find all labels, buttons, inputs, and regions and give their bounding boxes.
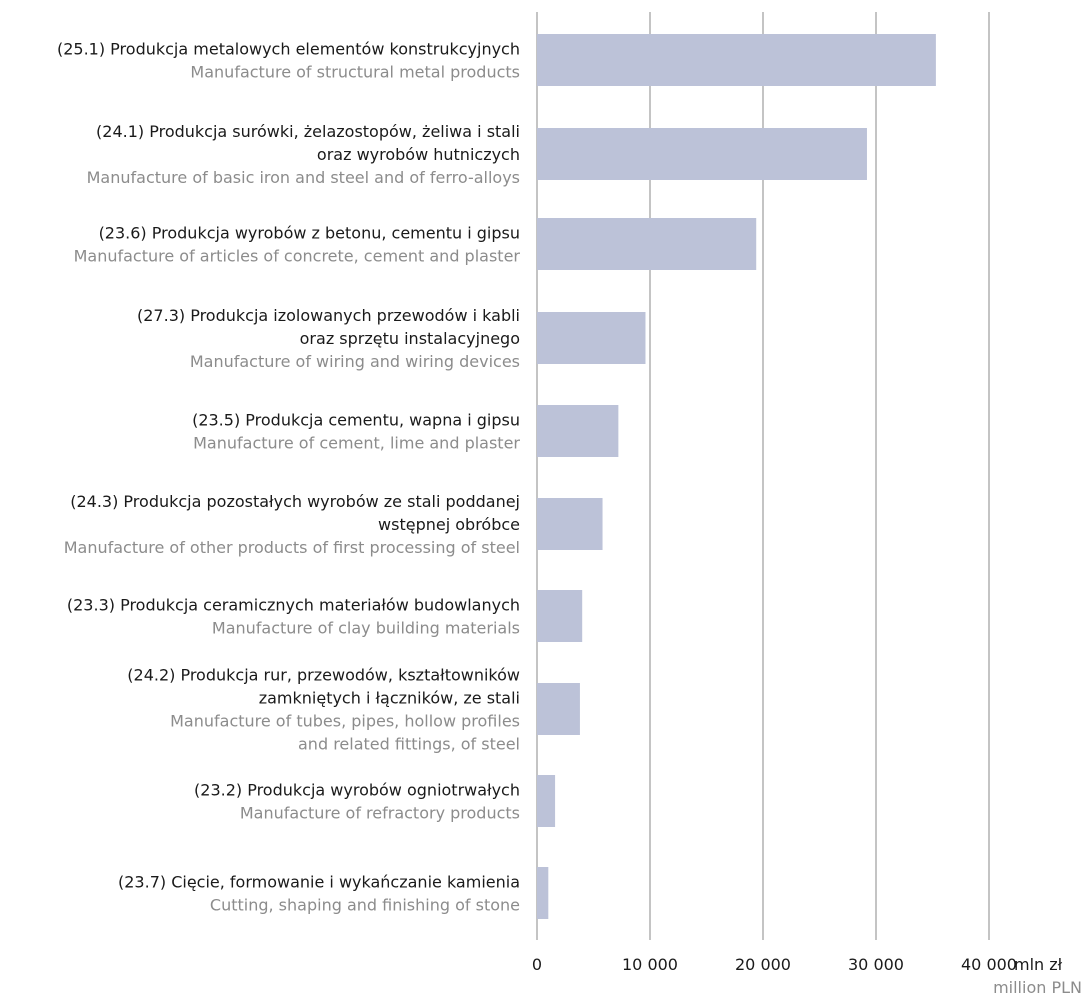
bar	[537, 34, 936, 86]
bars	[537, 34, 936, 919]
category-label-pl: (24.3) Produkcja pozostałych wyrobów ze …	[70, 492, 520, 511]
bar	[537, 218, 757, 270]
category-label-en: Manufacture of basic iron and steel and …	[87, 168, 520, 187]
category-label-pl: (23.7) Cięcie, formowanie i wykańczanie …	[118, 873, 520, 892]
category-label-en: and related fittings, of steel	[298, 735, 520, 754]
category-label-pl: oraz wyrobów hutniczych	[317, 145, 520, 164]
category-label-en: Manufacture of articles of concrete, cem…	[74, 247, 521, 266]
bar	[537, 867, 549, 919]
category-label-en: Manufacture of refractory products	[240, 804, 520, 823]
category-labels: (25.1) Produkcja metalowych elementów ko…	[57, 40, 520, 915]
category-label-pl: (25.1) Produkcja metalowych elementów ko…	[57, 40, 520, 59]
x-axis-unit-label-en: million PLN	[993, 978, 1082, 994]
category-label-pl: (24.1) Produkcja surówki, żelazostopów, …	[96, 122, 520, 141]
bar	[537, 683, 580, 735]
category-label-pl: (23.5) Produkcja cementu, wapna i gipsu	[192, 411, 520, 430]
category-label-en: Manufacture of wiring and wiring devices	[190, 352, 520, 371]
bar	[537, 405, 619, 457]
category-label-en: Cutting, shaping and finishing of stone	[210, 896, 520, 915]
bar	[537, 312, 646, 364]
category-label-en: Manufacture of clay building materials	[212, 619, 520, 638]
x-axis-unit-label: mln zł	[1014, 955, 1063, 974]
category-label-pl: (23.3) Produkcja ceramicznych materiałów…	[67, 596, 520, 615]
x-tick-label: 0	[532, 955, 542, 974]
category-label-pl: oraz sprzętu instalacyjnego	[300, 329, 520, 348]
category-label-pl: (23.6) Produkcja wyrobów z betonu, cemen…	[99, 224, 520, 243]
category-label-pl: (23.2) Produkcja wyrobów ogniotrwałych	[194, 781, 520, 800]
x-tick-label: 20 000	[735, 955, 791, 974]
category-label-en: Manufacture of cement, lime and plaster	[193, 434, 520, 453]
bar	[537, 590, 583, 642]
x-tick-label: 30 000	[848, 955, 904, 974]
category-label-pl: zamkniętych i łączników, ze stali	[259, 689, 520, 708]
bar	[537, 128, 867, 180]
bar	[537, 775, 556, 827]
x-axis-ticks: 0 10 000 20 000 30 000 40 000	[532, 955, 1017, 974]
category-label-en: Manufacture of structural metal products	[190, 63, 520, 82]
category-label-en: Manufacture of other products of first p…	[64, 538, 520, 557]
category-label-pl: (27.3) Produkcja izolowanych przewodów i…	[137, 306, 520, 325]
bar	[537, 498, 603, 550]
x-tick-label: 10 000	[622, 955, 678, 974]
x-tick-label: 40 000	[961, 955, 1017, 974]
category-label-pl: (24.2) Produkcja rur, przewodów, kształt…	[127, 666, 520, 685]
category-label-pl: wstępnej obróbce	[378, 515, 520, 534]
category-label-en: Manufacture of tubes, pipes, hollow prof…	[170, 712, 520, 731]
